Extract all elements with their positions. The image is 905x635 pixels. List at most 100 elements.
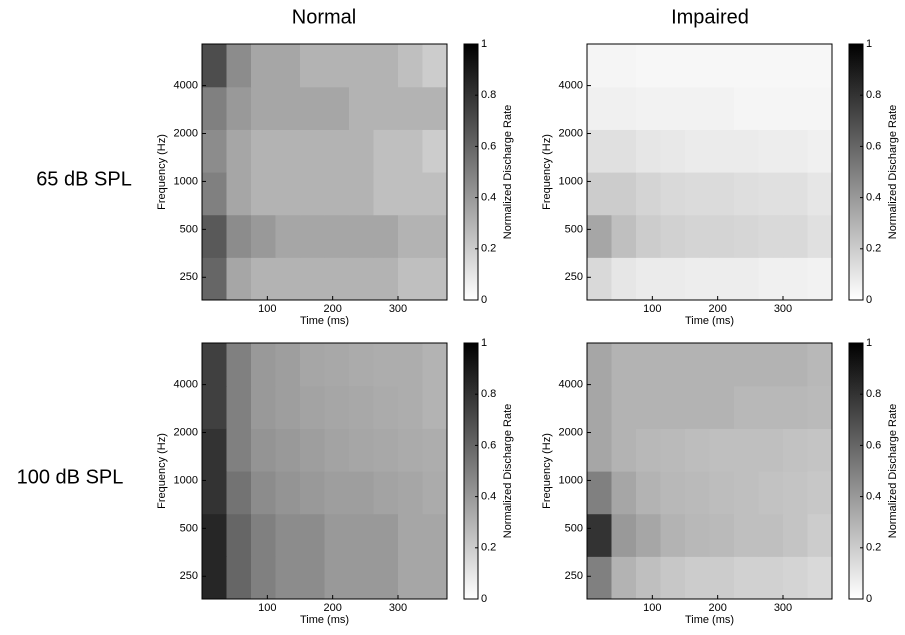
heat-cell [422,129,448,173]
heat-cell [324,172,350,216]
heat-cell [807,513,833,557]
heat-cell [685,428,710,472]
heat-cell [226,343,252,387]
heat-cell [373,385,399,429]
heat-cell [373,214,399,258]
heat-cell [807,86,833,130]
heat-cell [709,556,735,600]
colorbar-tick-label: 0.2 [481,243,496,255]
heat-cell [734,172,759,216]
heat-cell [226,513,252,557]
colorbar-label: Normalized Discharge Rate [887,404,899,539]
heat-cell [636,471,661,515]
heat-cell [685,385,710,429]
heat-cell [807,44,833,88]
x-tick-label: 200 [708,303,726,315]
heat-cell [709,428,735,472]
heat-cell [783,556,808,600]
heat-cell [709,343,735,387]
heat-cell [611,513,637,557]
heat-cell [685,44,710,88]
colorbar-label: Normalized Discharge Rate [887,105,899,240]
heat-cell [349,343,374,387]
heat-cell [349,172,374,216]
x-axis-label: Time (ms) [685,315,734,327]
heat-cell [202,129,227,173]
heat-cell [202,428,227,472]
heat-cell [422,44,448,88]
heat-cell [636,129,661,173]
heat-cell [709,513,735,557]
heat-cell [783,86,808,130]
heat-cell [422,214,448,258]
colorbar-tick-label: 0.2 [866,542,881,554]
heat-cell [398,471,423,515]
heat-cell [685,129,710,173]
heat-cell [251,129,276,173]
heat-cell [660,428,686,472]
x-tick-label: 100 [258,303,276,315]
heat-cell [324,86,350,130]
heat-cell [636,513,661,557]
heat-cell [300,214,325,258]
heat-cell [636,44,661,88]
x-tick-label: 200 [323,303,341,315]
heat-cell [422,513,448,557]
heat-cell [422,172,448,216]
heat-cell [324,385,350,429]
x-axis-label: Time (ms) [685,614,734,626]
heat-cell [202,257,227,301]
heat-cell [660,343,686,387]
plot-frame [201,342,448,600]
heat-cell [349,556,374,600]
y-tick-label: 250 [180,271,198,283]
heat-cell [758,385,784,429]
heat-cell [636,556,661,600]
colorbar-tick-label: 0.8 [866,388,881,400]
y-tick-label: 500 [565,223,583,235]
heat-cell [758,513,784,557]
heat-cell [709,257,735,301]
heat-cell [660,257,686,301]
heat-cell [807,556,833,600]
heat-cell [275,513,301,557]
heat-cell [349,257,374,301]
heat-cell [422,86,448,130]
colorbar-tick-label: 1 [866,38,872,50]
heat-cell [636,343,661,387]
heat-cell [783,172,808,216]
heat-cell [226,428,252,472]
heat-cell [226,556,252,600]
heat-cell [300,172,325,216]
y-tick-label: 250 [180,570,198,582]
heat-cell [636,214,661,258]
y-tick-label: 1000 [174,175,198,187]
heat-cell [398,428,423,472]
heat-cell [324,428,350,472]
heat-cell [807,343,833,387]
y-tick-label: 1000 [559,175,583,187]
heat-cell [758,172,784,216]
heat-cell [300,129,325,173]
colorbar-tick-label: 0 [481,294,487,306]
heat-cell [660,172,686,216]
heat-cell [275,471,301,515]
heat-cell [587,86,612,130]
heat-cell [324,44,350,88]
heat-cell [398,257,423,301]
heat-cell [275,428,301,472]
heat-cell [734,214,759,258]
heat-cell [758,44,784,88]
heat-cell [783,471,808,515]
heat-cell [587,44,612,88]
y-axis-label: Frequency (Hz) [156,134,168,210]
heat-cell [685,214,710,258]
heat-cell [398,385,423,429]
heat-cell [611,214,637,258]
heat-cell [758,471,784,515]
heat-cell [202,86,227,130]
heat-cell [611,86,637,130]
heat-cell [685,343,710,387]
colorbar-tick-label: 1 [481,38,487,50]
